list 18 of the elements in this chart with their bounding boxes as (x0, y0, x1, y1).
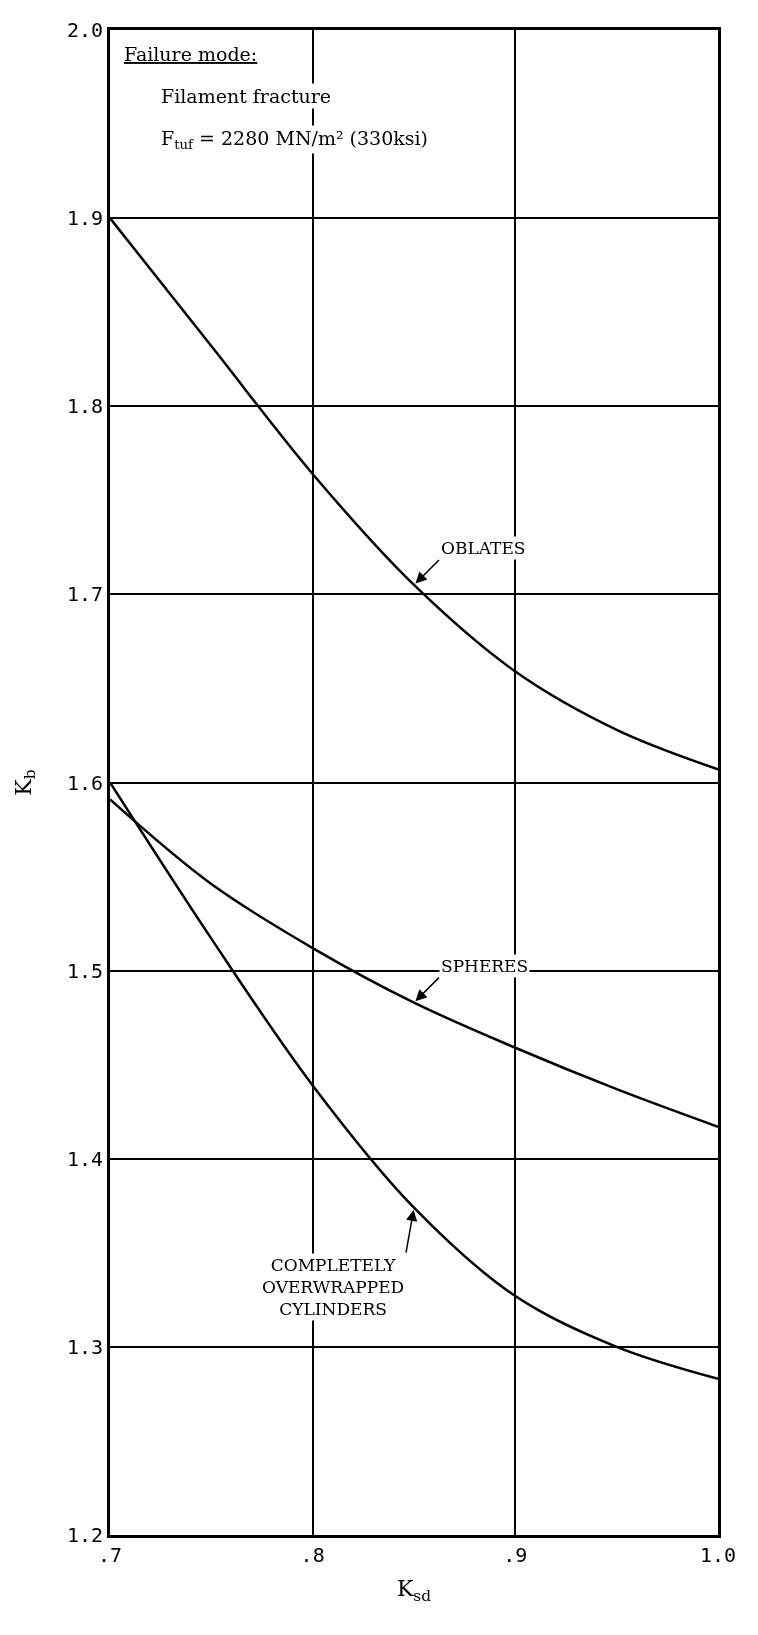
text: OBLATES (441, 538, 526, 558)
text: COMPLETELY OVERWRAPPED CYLINDERS (262, 1255, 405, 1320)
y-tick-label: 1.9 (66, 206, 103, 231)
annotation: Failure mode: (124, 43, 258, 65)
x-tick-label: .8 (300, 1543, 325, 1567)
y-tick-label: 1.3 (66, 1334, 103, 1359)
y-tick-label: 1.4 (66, 1146, 103, 1171)
x-axis-title: K$_{sd}$ (396, 1575, 432, 1605)
text: SPHERES (441, 956, 529, 976)
y-tick-label: 1.5 (66, 958, 103, 983)
x-tick-label: .9 (503, 1543, 528, 1567)
y-tick-label: 1.7 (66, 582, 103, 607)
x-tick-label: 1.0 (699, 1543, 737, 1567)
y-tick-label: 1.8 (66, 394, 103, 419)
annotation: F$_{tuf}$ = 2280 MN/m² (330ksi) (161, 127, 429, 152)
y-tick-label: 1.6 (66, 770, 103, 795)
y-tick-label: 2.0 (66, 18, 103, 42)
annotation: Filament fracture (161, 85, 332, 107)
